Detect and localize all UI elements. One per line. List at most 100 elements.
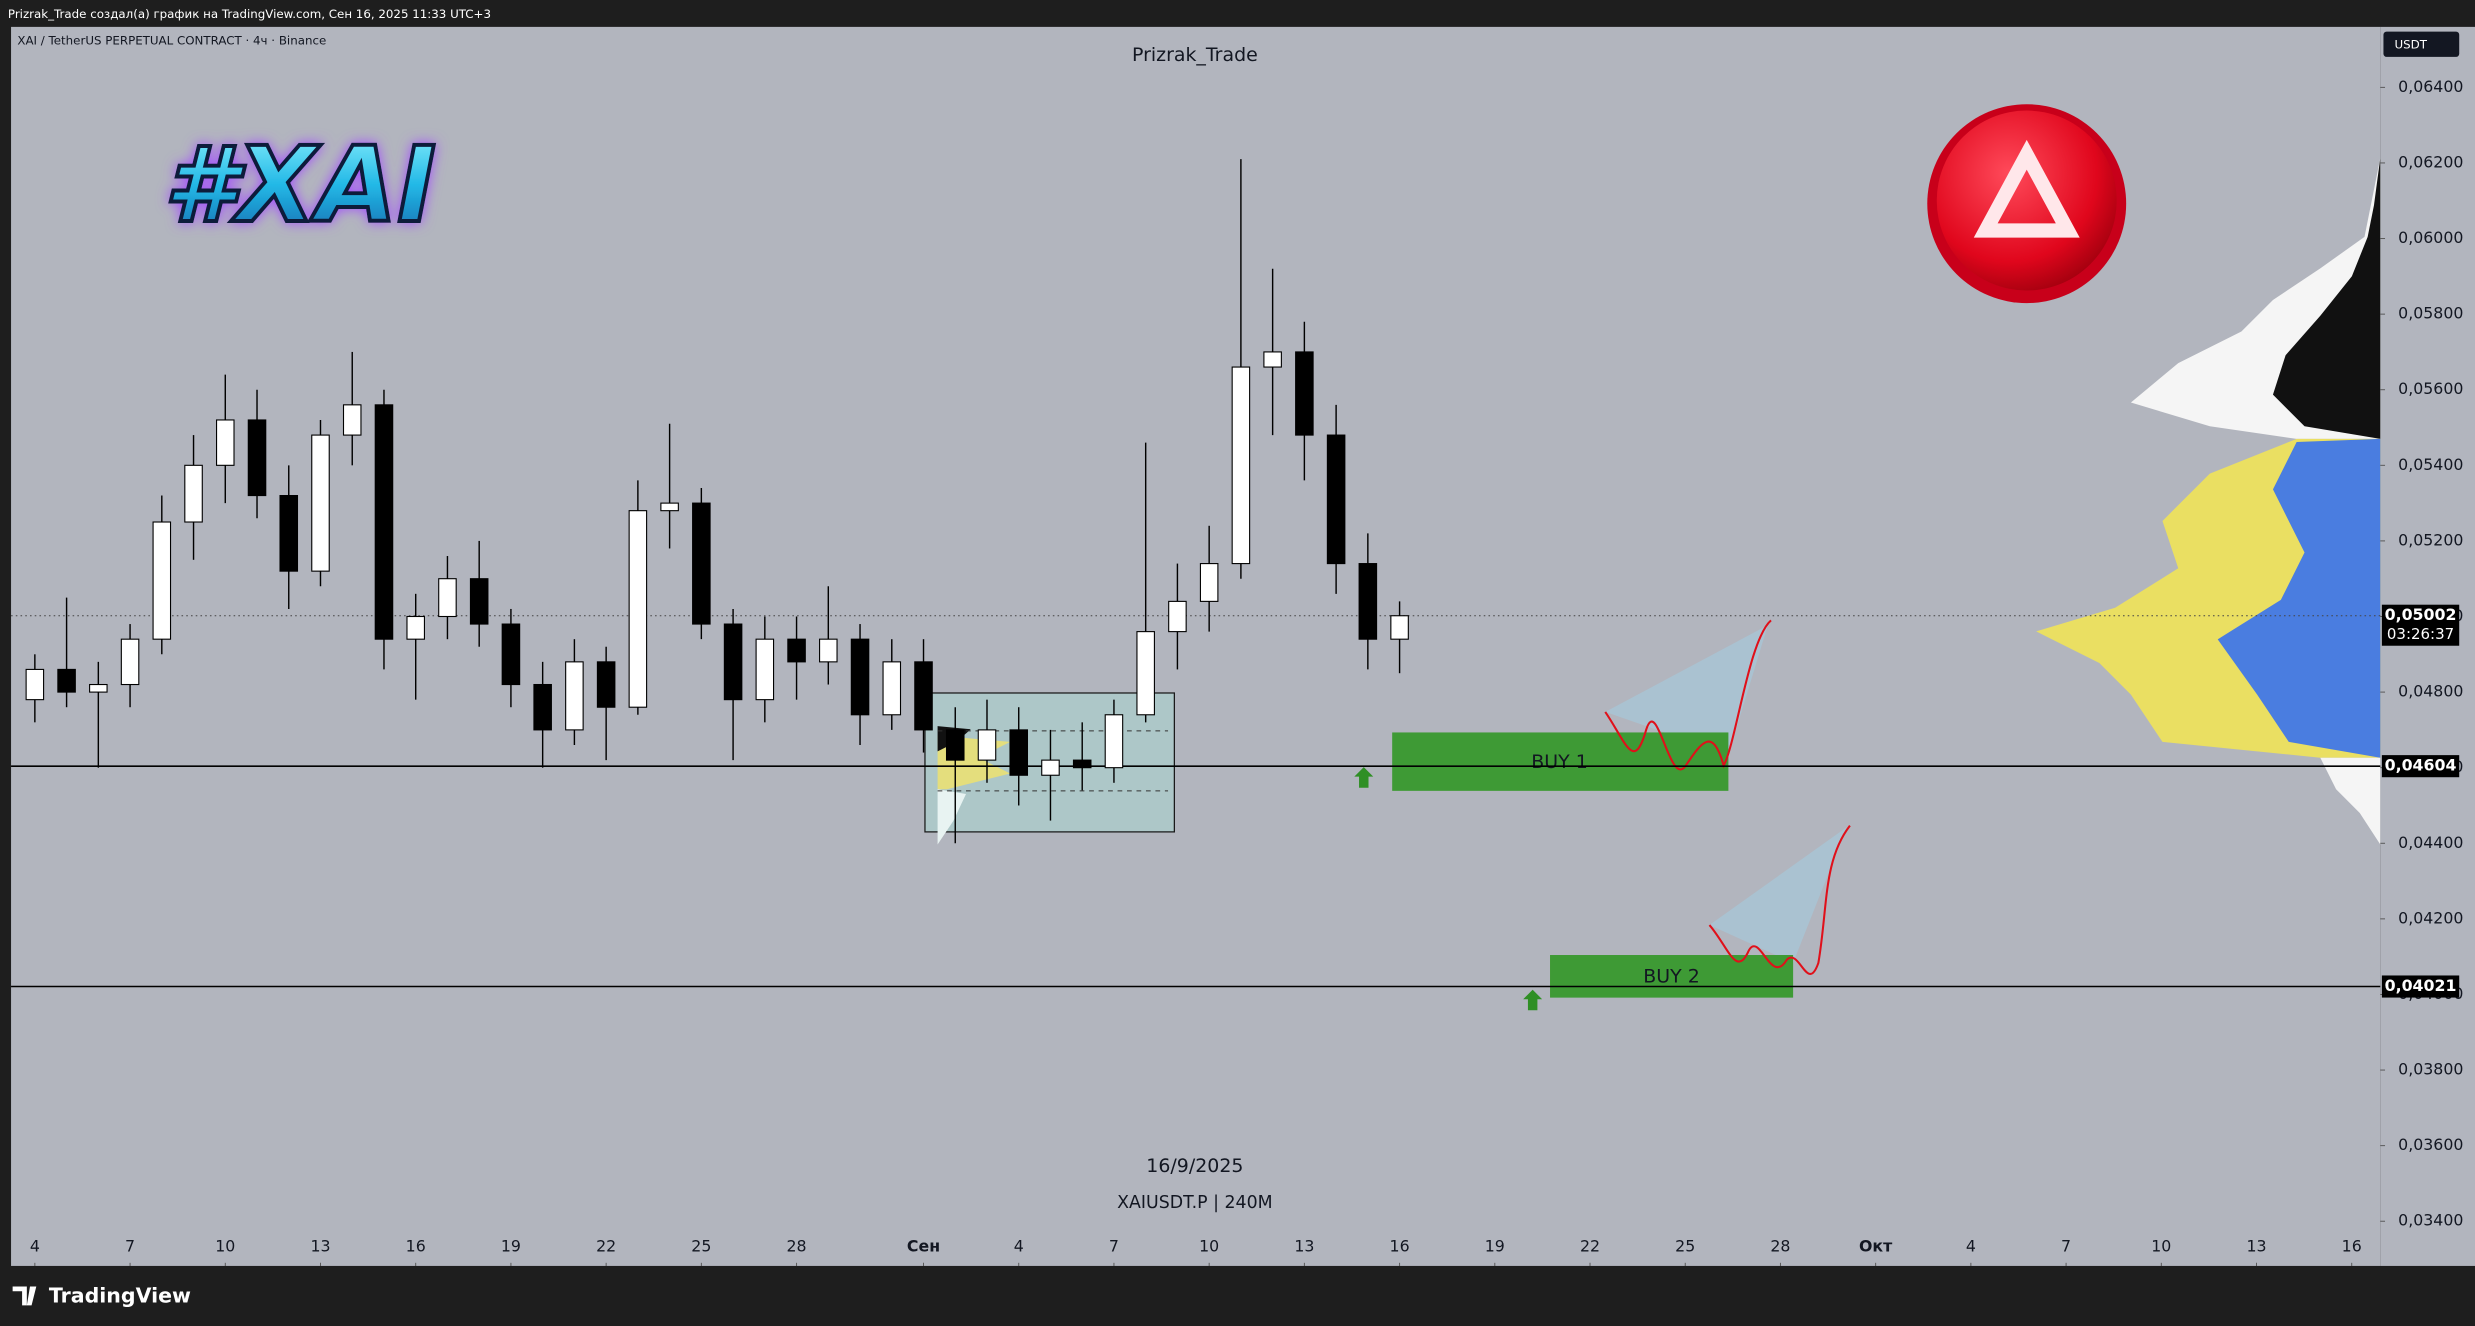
- candle-body: [279, 495, 299, 572]
- candle-body: [152, 521, 172, 640]
- logo-triangle: [1973, 139, 2080, 238]
- price-label: 0,05002: [2385, 605, 2457, 624]
- x-tick-label: 28: [1770, 1237, 1790, 1256]
- candle-body: [850, 638, 870, 716]
- y-tick-label: 0,04400: [2398, 833, 2463, 852]
- x-tick-label: Сен: [907, 1237, 940, 1256]
- x-tick-label: 10: [215, 1237, 235, 1256]
- candle-body: [1009, 729, 1029, 776]
- symbol-info: XAI / TetherUS PERPETUAL CONTRACT · 4ч ·…: [17, 34, 326, 48]
- price-label: 0,04604: [2385, 756, 2457, 775]
- x-tick-label: 13: [2246, 1237, 2266, 1256]
- currency: USDT: [2394, 38, 2427, 52]
- price-label-box: [2381, 604, 2460, 646]
- candle-body: [723, 623, 743, 701]
- x-tick-label: 25: [1675, 1237, 1695, 1256]
- candle-body: [755, 638, 775, 701]
- candle-body: [406, 615, 425, 640]
- price-label-box: [2381, 755, 2460, 778]
- profile-upper-dark: [2272, 157, 2381, 439]
- candle-body: [596, 661, 616, 708]
- profile-value-area-dark: [2217, 438, 2381, 758]
- candle-body: [89, 683, 108, 693]
- price-axis: [2380, 26, 2475, 1266]
- brand[interactable]: TradingView: [49, 1284, 191, 1308]
- candle-body: [311, 434, 330, 572]
- x-tick-label: 25: [691, 1237, 711, 1256]
- x-tick-label: 28: [787, 1237, 807, 1256]
- y-tick-label: 0,03400: [2398, 1211, 2463, 1230]
- x-tick-label: 4: [1014, 1237, 1024, 1256]
- candle-body: [882, 661, 902, 716]
- x-tick-label: 10: [2151, 1237, 2171, 1256]
- zone-label: BUY 1: [1531, 751, 1587, 773]
- candle-body: [1326, 434, 1346, 565]
- footer: [0, 1265, 2475, 1326]
- candle-body: [945, 729, 965, 761]
- y-tick-label: 0,06000: [2398, 228, 2463, 247]
- x-tick-label: 7: [2061, 1237, 2071, 1256]
- chart-title: Prizrak_Trade: [1132, 44, 1258, 66]
- x-tick-label: 22: [1580, 1237, 1600, 1256]
- arrow-up: [1523, 989, 1543, 1011]
- candle-body: [57, 668, 76, 693]
- candle-body: [25, 668, 45, 701]
- x-tick-label: 7: [1109, 1237, 1119, 1256]
- candle-body: [1199, 563, 1219, 602]
- candle-body: [120, 638, 140, 686]
- candle-body: [1104, 714, 1124, 769]
- scenario-path: [1708, 824, 1851, 975]
- x-tick-label: 10: [1199, 1237, 1219, 1256]
- target-wedge: [1605, 625, 1768, 755]
- x-tick-label: 16: [2342, 1237, 2362, 1256]
- x-tick-label: 22: [596, 1237, 616, 1256]
- x-tick-label: 16: [406, 1237, 426, 1256]
- header-text: Prizrak_Trade создал(а) график на Tradin…: [8, 7, 491, 21]
- y-tick-label: 0,06400: [2398, 77, 2463, 96]
- buy-zone: [1550, 955, 1794, 998]
- x-tick-label: Окт: [1859, 1237, 1893, 1256]
- watermark-symbol: XAIUSDT.P | 240M: [1117, 1193, 1273, 1213]
- y-tick-label: 0,05200: [2398, 530, 2463, 549]
- candle-body: [628, 510, 648, 708]
- candle-body: [1231, 366, 1251, 565]
- candle-body: [501, 623, 521, 686]
- candle-body: [216, 419, 235, 466]
- y-tick-label: 0,05600: [2398, 379, 2463, 398]
- x-tick-label: 13: [1294, 1237, 1314, 1256]
- brand-icon: [12, 1286, 37, 1306]
- target-wedge: [1709, 827, 1847, 963]
- candle-body: [247, 419, 267, 497]
- candle-body: [533, 683, 552, 731]
- candle-body: [342, 404, 362, 436]
- candle-body: [914, 661, 933, 731]
- x-tick-label: 7: [125, 1237, 135, 1256]
- candle-body: [660, 502, 679, 512]
- candle-body: [1295, 351, 1314, 436]
- y-tick-label: 0,03800: [2398, 1060, 2463, 1079]
- candle-body: [438, 578, 457, 618]
- zone-label: BUY 2: [1643, 966, 1700, 988]
- candle-body: [1041, 759, 1060, 776]
- logo-text: #XAI: [164, 124, 436, 246]
- x-tick-label: 16: [1390, 1237, 1410, 1256]
- y-tick-label: 0,04200: [2398, 908, 2463, 927]
- candle-body: [819, 638, 838, 663]
- candle-body: [184, 464, 203, 523]
- countdown: 03:26:37: [2387, 625, 2454, 643]
- candle-body: [469, 578, 489, 625]
- price-label: 0,04021: [2385, 976, 2457, 995]
- x-tick-label: 19: [501, 1237, 521, 1256]
- price-label-box: [2381, 975, 2460, 998]
- candle-body: [1358, 563, 1378, 640]
- candle-body: [1072, 759, 1092, 769]
- candle-body: [1263, 351, 1282, 368]
- x-tick-label: 19: [1485, 1237, 1505, 1256]
- y-tick-label: 0,06200: [2398, 152, 2463, 171]
- candle-body: [374, 404, 394, 640]
- candle-body: [1136, 631, 1155, 716]
- candle-body: [565, 661, 584, 731]
- x-tick-label: 4: [30, 1237, 40, 1256]
